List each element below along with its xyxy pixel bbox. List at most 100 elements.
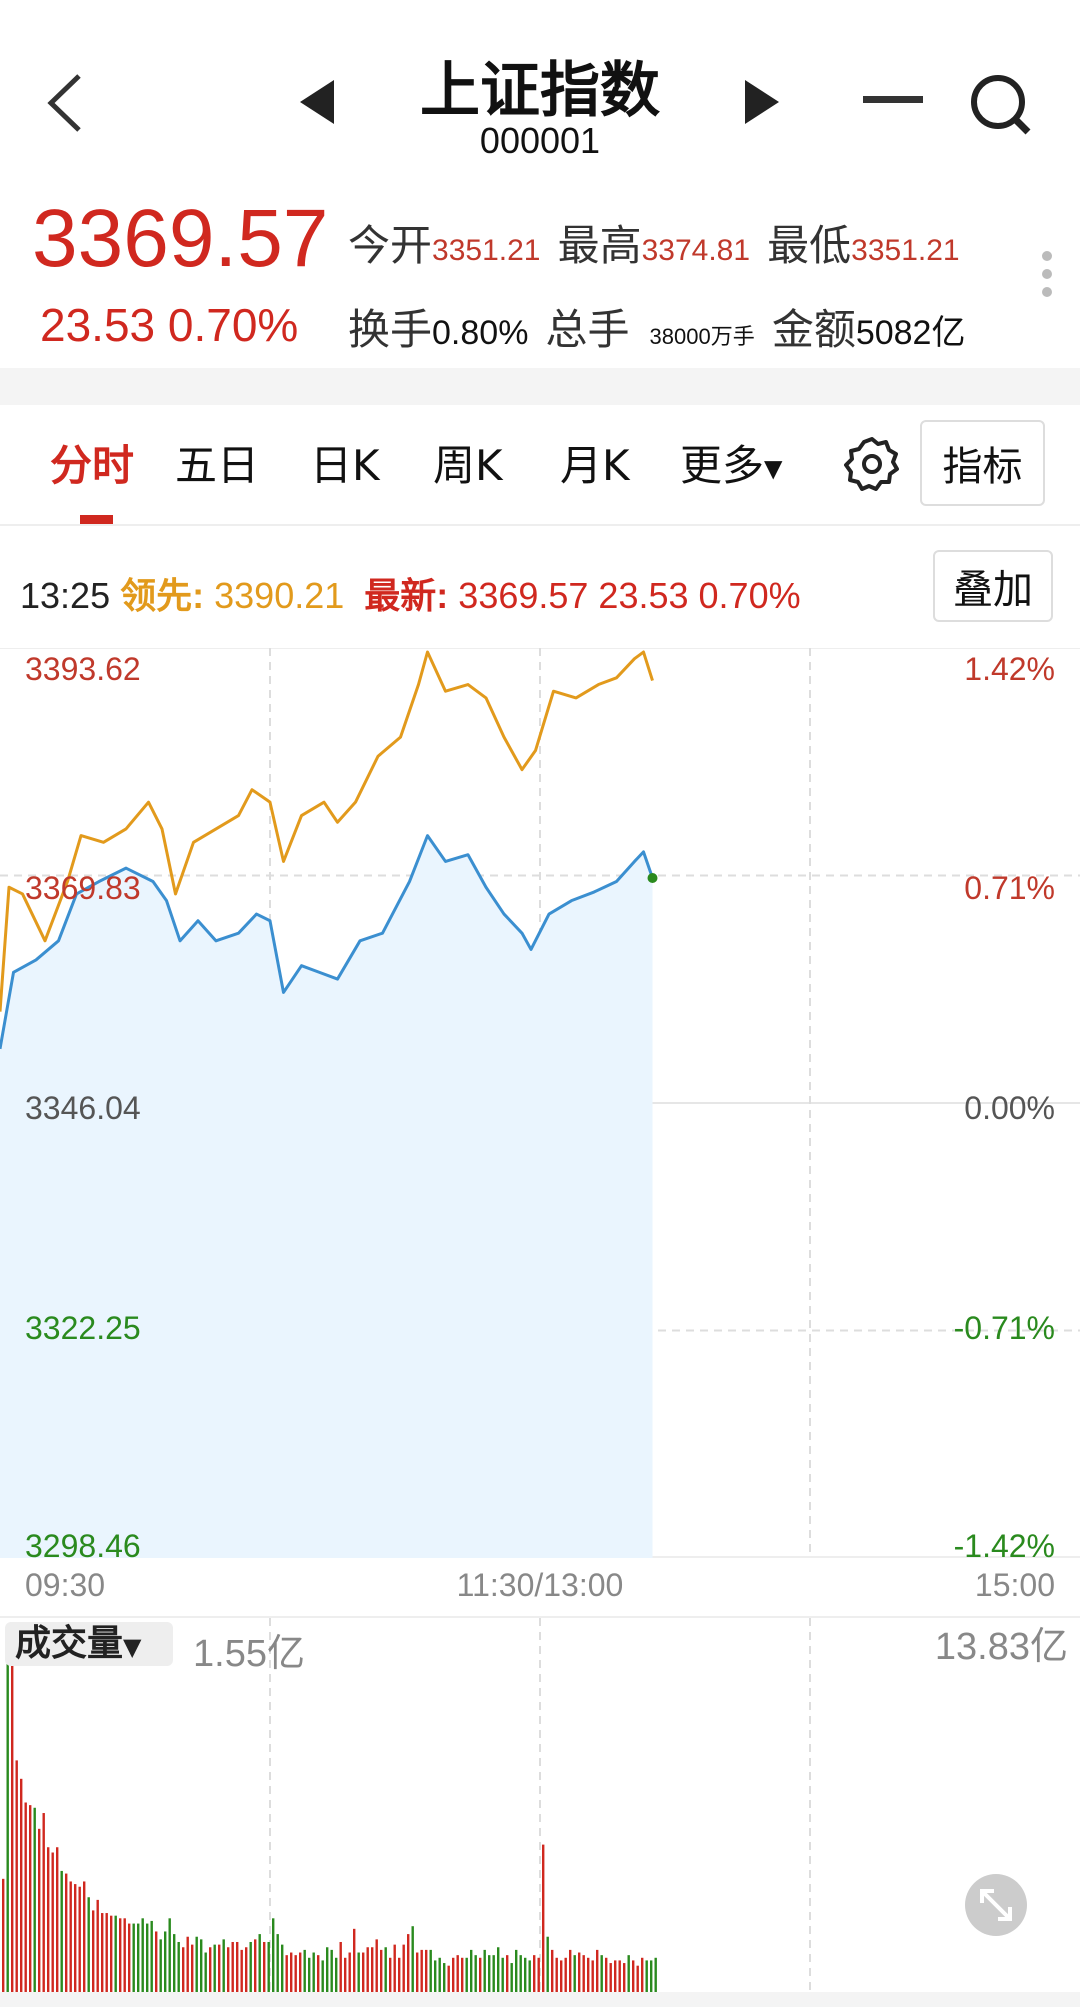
low-value: 3351.21 — [851, 234, 960, 267]
lead-value: 3390.21 — [214, 575, 345, 616]
volume-bar — [42, 1813, 45, 1992]
volume-bar — [15, 1760, 18, 1992]
volume-bar — [488, 1955, 491, 1992]
volume-bar — [591, 1960, 594, 1992]
volume-bar — [204, 1952, 207, 1992]
volume-bar — [578, 1952, 581, 1992]
volume-bar — [443, 1963, 446, 1992]
dropdown-triangle-icon: ▼ — [764, 454, 783, 483]
volume-bar — [479, 1957, 482, 1992]
change-value: 23.53 — [40, 299, 156, 351]
low-label: 最低 — [767, 221, 852, 270]
volume-bar — [339, 1941, 342, 1992]
volume-bar — [114, 1915, 117, 1992]
high-label: 最高 — [557, 221, 642, 270]
volume-bar — [182, 1947, 185, 1992]
tab-intraday[interactable]: 分时 — [50, 441, 135, 490]
volume-bar — [294, 1955, 297, 1992]
volume-bar — [560, 1960, 563, 1992]
tab-weekly-k[interactable]: 周K — [433, 441, 503, 490]
next-triangle-icon[interactable] — [745, 80, 781, 124]
volume-bar — [245, 1947, 248, 1992]
volume-bar — [303, 1949, 306, 1992]
volume-bar — [308, 1957, 311, 1992]
minus-icon[interactable] — [863, 96, 923, 106]
volume-bar — [335, 1957, 338, 1992]
volume-bar — [569, 1949, 572, 1992]
divider-band — [0, 368, 1080, 405]
current-volume: 1.55亿 — [193, 1633, 305, 1675]
volume-bar — [582, 1955, 585, 1992]
info-time: 13:25 — [20, 575, 111, 616]
volume-bar — [524, 1957, 527, 1992]
volume-bar — [501, 1957, 504, 1992]
volume-bar — [128, 1923, 131, 1992]
volume-bar — [614, 1960, 617, 1992]
volume-bar — [119, 1918, 122, 1992]
bottom-band — [0, 1992, 1080, 2007]
volume-bar — [51, 1852, 54, 1992]
volume-bar — [132, 1923, 135, 1992]
volume-bar — [276, 1934, 279, 1992]
tab-daily-k[interactable]: 日K — [310, 441, 380, 490]
gear-icon[interactable] — [843, 435, 901, 493]
volume-bar — [528, 1960, 531, 1992]
latest-label: 最新: — [364, 575, 449, 616]
volume-bar — [366, 1947, 369, 1992]
volume-bar — [600, 1955, 603, 1992]
volume-bar — [564, 1957, 567, 1992]
tab-monthly-k[interactable]: 月K — [560, 441, 630, 490]
volume-bar — [353, 1928, 356, 1992]
expand-icon[interactable] — [964, 1873, 1028, 1937]
volume-bar — [555, 1957, 558, 1992]
volume-bar — [155, 1931, 158, 1992]
tab-five-day[interactable]: 五日 — [175, 441, 260, 490]
volume-bar — [209, 1947, 212, 1992]
volume-bar — [434, 1960, 437, 1992]
volume-bar — [605, 1957, 608, 1992]
volume-bar — [650, 1960, 653, 1992]
volume-bar — [636, 1965, 639, 1992]
volume-bar — [470, 1949, 473, 1992]
volume-bar — [510, 1963, 513, 1992]
volume-bar — [213, 1944, 216, 1992]
tab-more-label: 更多 — [680, 441, 765, 490]
indicator-button[interactable]: 指标 — [920, 420, 1045, 506]
volume-bar — [83, 1881, 86, 1992]
volume-bar — [96, 1899, 99, 1992]
current-price: 3369.57 — [32, 193, 329, 284]
volume-bar — [249, 1941, 252, 1992]
page-title: 上证指数 — [420, 56, 660, 126]
volume-value: 38000万手 — [649, 324, 755, 349]
volume-chart[interactable] — [0, 1618, 1080, 1992]
price-line — [0, 834, 654, 1050]
volume-bar — [191, 1944, 194, 1992]
volume-bar — [506, 1955, 509, 1992]
volume-bar — [69, 1881, 72, 1992]
amount-label: 金额 — [771, 305, 856, 354]
volume-bar — [164, 1931, 167, 1992]
volume-bar — [141, 1918, 144, 1992]
volume-bar — [456, 1955, 459, 1992]
volume-bar — [240, 1949, 243, 1992]
volume-bar — [285, 1955, 288, 1992]
lead-line — [0, 650, 654, 1012]
max-volume: 13.83亿 — [934, 1626, 1068, 1668]
volume-bar — [195, 1936, 198, 1992]
search-icon[interactable] — [968, 72, 1032, 136]
volume-bar — [645, 1960, 648, 1992]
tab-more[interactable]: 更多▼ — [680, 432, 782, 493]
volume-selector[interactable]: 成交量▼ — [5, 1622, 173, 1666]
stock-code: 000001 — [479, 120, 601, 161]
volume-bar — [587, 1957, 590, 1992]
intraday-price-chart[interactable] — [0, 648, 1080, 1558]
volume-bar — [411, 1926, 414, 1992]
volume-bar — [47, 1847, 50, 1992]
overlay-button[interactable]: 叠加 — [933, 550, 1053, 622]
volume-bar — [317, 1955, 320, 1992]
back-chevron-icon[interactable] — [45, 72, 85, 134]
volume-bar — [177, 1941, 180, 1992]
volume-bar — [573, 1955, 576, 1992]
more-dots-icon[interactable] — [1040, 250, 1054, 300]
prev-triangle-icon[interactable] — [300, 80, 336, 124]
